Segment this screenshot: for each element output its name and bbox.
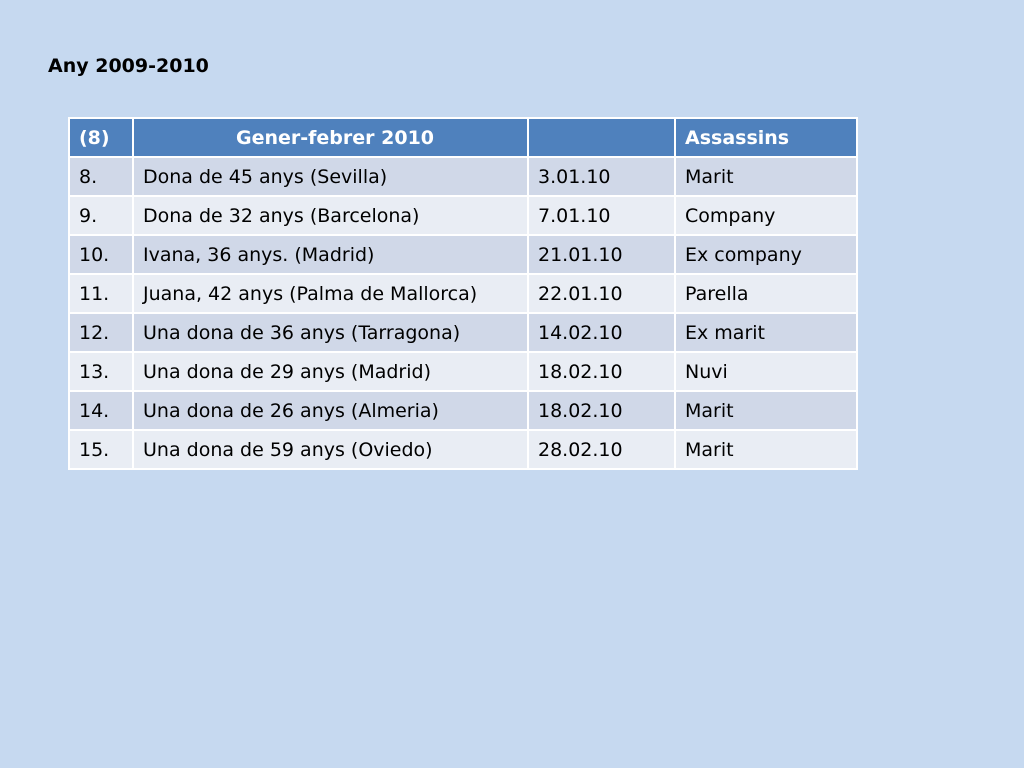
cell-date: 7.01.10 (527, 195, 676, 236)
cell-date: 18.02.10 (527, 351, 676, 392)
cell-killer: Marit (674, 390, 858, 431)
table-row: 15. Una dona de 59 anys (Oviedo) 28.02.1… (68, 429, 858, 470)
cell-number: 8. (68, 156, 134, 197)
cell-date: 14.02.10 (527, 312, 676, 353)
table-row: 13. Una dona de 29 anys (Madrid) 18.02.1… (68, 351, 858, 392)
cell-killer: Marit (674, 156, 858, 197)
cell-killer: Company (674, 195, 858, 236)
cell-date: 18.02.10 (527, 390, 676, 431)
cell-number: 9. (68, 195, 134, 236)
cell-victim: Una dona de 29 anys (Madrid) (132, 351, 529, 392)
table-row: 11. Juana, 42 anys (Palma de Mallorca) 2… (68, 273, 858, 314)
cell-number: 13. (68, 351, 134, 392)
table-row: 12. Una dona de 36 anys (Tarragona) 14.0… (68, 312, 858, 353)
cell-date: 3.01.10 (527, 156, 676, 197)
cell-killer: Parella (674, 273, 858, 314)
cell-victim: Dona de 45 anys (Sevilla) (132, 156, 529, 197)
table-row: 10. Ivana, 36 anys. (Madrid) 21.01.10 Ex… (68, 234, 858, 275)
cell-victim: Una dona de 59 anys (Oviedo) (132, 429, 529, 470)
cell-victim: Juana, 42 anys (Palma de Mallorca) (132, 273, 529, 314)
table-row: 14. Una dona de 26 anys (Almeria) 18.02.… (68, 390, 858, 431)
cell-date: 28.02.10 (527, 429, 676, 470)
page-title: Any 2009-2010 (48, 55, 209, 77)
cell-killer: Ex company (674, 234, 858, 275)
cell-killer: Marit (674, 429, 858, 470)
data-table: (8) Gener-febrer 2010 Assassins 8. Dona … (68, 117, 858, 470)
cell-number: 14. (68, 390, 134, 431)
cell-victim: Una dona de 26 anys (Almeria) (132, 390, 529, 431)
cell-date: 21.01.10 (527, 234, 676, 275)
cell-date: 22.01.10 (527, 273, 676, 314)
table-header-row: (8) Gener-febrer 2010 Assassins (68, 117, 858, 158)
table-row: 9. Dona de 32 anys (Barcelona) 7.01.10 C… (68, 195, 858, 236)
cell-number: 10. (68, 234, 134, 275)
table-row: 8. Dona de 45 anys (Sevilla) 3.01.10 Mar… (68, 156, 858, 197)
cell-victim: Dona de 32 anys (Barcelona) (132, 195, 529, 236)
cell-number: 15. (68, 429, 134, 470)
cell-victim: Una dona de 36 anys (Tarragona) (132, 312, 529, 353)
header-number: (8) (68, 117, 134, 158)
header-date (527, 117, 676, 158)
header-period: Gener-febrer 2010 (132, 117, 529, 158)
cell-killer: Nuvi (674, 351, 858, 392)
cell-killer: Ex marit (674, 312, 858, 353)
header-killers: Assassins (674, 117, 858, 158)
cell-victim: Ivana, 36 anys. (Madrid) (132, 234, 529, 275)
cell-number: 12. (68, 312, 134, 353)
cell-number: 11. (68, 273, 134, 314)
